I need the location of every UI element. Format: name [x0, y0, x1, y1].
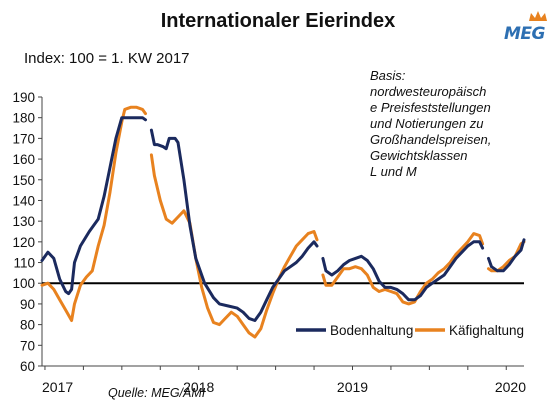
series-lines [40, 105, 526, 339]
y-tick-label: 70 [20, 338, 35, 353]
series-line-kaefighaltung [149, 153, 319, 339]
x-ticks: 2017 2018 2019 2020 [42, 366, 526, 395]
x-tick-label: 2019 [337, 379, 368, 395]
y-tick-label: 140 [12, 193, 35, 208]
crown-icon [529, 11, 547, 21]
series-line-bodenhaltung [487, 238, 526, 273]
series-line-kaefighaltung [40, 105, 147, 322]
legend: Bodenhaltung Käfighaltung [296, 323, 524, 338]
y-tick-label: 80 [20, 318, 35, 333]
y-tick-label: 180 [12, 111, 35, 126]
legend-label-kaefighaltung: Käfighaltung [449, 323, 524, 338]
y-tick-label: 100 [12, 276, 35, 291]
x-tick-label: 2020 [495, 379, 526, 395]
chart-title: Internationaler Eierindex [160, 10, 396, 32]
meg-logo: MEG [504, 10, 548, 44]
logo-text: MEG [504, 24, 545, 44]
series-line-bodenhaltung [40, 116, 147, 296]
y-tick-label: 190 [12, 90, 35, 105]
basis-annotation: Basis: nordwesteuropäisch e Preisfestste… [370, 68, 492, 179]
y-tick-label: 110 [13, 256, 35, 271]
x-tick-label: 2017 [42, 379, 73, 395]
series-line-kaefighaltung [321, 232, 485, 306]
y-tick-label: 170 [12, 131, 35, 146]
legend-label-bodenhaltung: Bodenhaltung [330, 323, 413, 338]
source-note: Quelle: MEG/AMI [108, 386, 206, 400]
y-tick-label: 60 [20, 359, 35, 374]
y-tick-label: 90 [20, 297, 35, 312]
y-tick-label: 120 [12, 235, 35, 250]
y-ticks: 60 70 80 90 100 110 120 130 140 150 160 170 180 190 [12, 90, 42, 374]
x-tick-label: 2018 [183, 379, 214, 395]
y-tick-label: 160 [12, 152, 35, 167]
y-tick-label: 130 [12, 214, 35, 229]
series-line-kaefighaltung [487, 240, 526, 273]
series-line-bodenhaltung [149, 128, 319, 322]
series-line-bodenhaltung [321, 240, 485, 302]
y-tick-label: 150 [12, 173, 35, 188]
index-basis-label: Index: 100 = 1. KW 2017 [24, 50, 190, 67]
